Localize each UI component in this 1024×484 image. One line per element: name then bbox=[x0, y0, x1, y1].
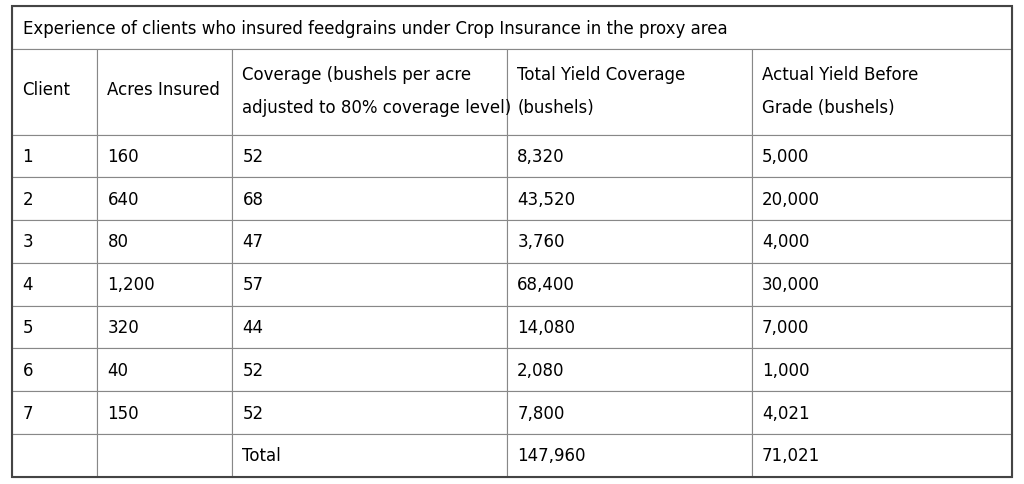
Bar bbox=[507, 348, 752, 392]
Text: 7,000: 7,000 bbox=[762, 318, 810, 336]
Bar bbox=[12, 306, 97, 348]
Text: 3,760: 3,760 bbox=[517, 233, 565, 251]
Text: 8,320: 8,320 bbox=[517, 148, 565, 166]
Bar bbox=[12, 136, 97, 178]
Bar bbox=[752, 306, 1012, 348]
Text: (bushels): (bushels) bbox=[517, 98, 594, 116]
Text: 4,021: 4,021 bbox=[762, 404, 810, 422]
Text: 52: 52 bbox=[243, 404, 263, 422]
Text: 6: 6 bbox=[23, 361, 33, 379]
Bar bbox=[97, 178, 232, 221]
Text: 30,000: 30,000 bbox=[762, 276, 820, 294]
Bar bbox=[752, 50, 1012, 136]
Text: 68,400: 68,400 bbox=[517, 276, 575, 294]
Bar bbox=[507, 263, 752, 306]
Text: 147,960: 147,960 bbox=[517, 446, 586, 464]
Text: 2,080: 2,080 bbox=[517, 361, 565, 379]
Text: Client: Client bbox=[23, 81, 71, 99]
Bar bbox=[97, 348, 232, 392]
Text: Actual Yield Before: Actual Yield Before bbox=[762, 65, 919, 84]
Text: 52: 52 bbox=[243, 361, 263, 379]
Text: Experience of clients who insured feedgrains under Crop Insurance in the proxy a: Experience of clients who insured feedgr… bbox=[23, 20, 727, 38]
Bar bbox=[507, 221, 752, 263]
Bar bbox=[12, 178, 97, 221]
Text: 4,000: 4,000 bbox=[762, 233, 810, 251]
Bar bbox=[232, 178, 507, 221]
Bar bbox=[232, 50, 507, 136]
Bar bbox=[507, 434, 752, 477]
Text: 640: 640 bbox=[108, 190, 139, 208]
Text: adjusted to 80% coverage level): adjusted to 80% coverage level) bbox=[243, 98, 512, 116]
Bar bbox=[12, 263, 97, 306]
Bar bbox=[507, 50, 752, 136]
Bar bbox=[752, 348, 1012, 392]
Text: 5: 5 bbox=[23, 318, 33, 336]
Bar bbox=[12, 50, 97, 136]
Bar bbox=[752, 221, 1012, 263]
Text: Acres Insured: Acres Insured bbox=[108, 81, 220, 99]
Text: Total Yield Coverage: Total Yield Coverage bbox=[517, 65, 685, 84]
Bar bbox=[12, 221, 97, 263]
Bar bbox=[97, 263, 232, 306]
Text: 1,000: 1,000 bbox=[762, 361, 810, 379]
Bar bbox=[507, 392, 752, 434]
Text: 2: 2 bbox=[23, 190, 33, 208]
Bar bbox=[232, 221, 507, 263]
Text: 43,520: 43,520 bbox=[517, 190, 575, 208]
Text: 320: 320 bbox=[108, 318, 139, 336]
Bar bbox=[752, 178, 1012, 221]
Text: 150: 150 bbox=[108, 404, 139, 422]
Bar bbox=[12, 392, 97, 434]
Bar bbox=[12, 434, 97, 477]
Bar bbox=[232, 434, 507, 477]
Text: 7: 7 bbox=[23, 404, 33, 422]
Text: 44: 44 bbox=[243, 318, 263, 336]
Text: 71,021: 71,021 bbox=[762, 446, 820, 464]
Bar bbox=[97, 392, 232, 434]
Bar bbox=[232, 136, 507, 178]
Text: 4: 4 bbox=[23, 276, 33, 294]
Bar bbox=[97, 50, 232, 136]
Text: 80: 80 bbox=[108, 233, 128, 251]
Text: 160: 160 bbox=[108, 148, 139, 166]
Bar bbox=[12, 7, 1012, 50]
Text: 47: 47 bbox=[243, 233, 263, 251]
Bar bbox=[752, 136, 1012, 178]
Bar bbox=[507, 136, 752, 178]
Text: 3: 3 bbox=[23, 233, 33, 251]
Text: Grade (bushels): Grade (bushels) bbox=[762, 98, 895, 116]
Text: 5,000: 5,000 bbox=[762, 148, 810, 166]
Bar bbox=[507, 306, 752, 348]
Bar bbox=[97, 221, 232, 263]
Bar bbox=[232, 306, 507, 348]
Bar bbox=[752, 392, 1012, 434]
Text: 57: 57 bbox=[243, 276, 263, 294]
Text: 1,200: 1,200 bbox=[108, 276, 155, 294]
Text: 14,080: 14,080 bbox=[517, 318, 575, 336]
Bar bbox=[232, 392, 507, 434]
Bar bbox=[12, 348, 97, 392]
Bar bbox=[232, 348, 507, 392]
Bar bbox=[97, 306, 232, 348]
Bar bbox=[232, 263, 507, 306]
Bar bbox=[752, 434, 1012, 477]
Bar bbox=[97, 136, 232, 178]
Bar bbox=[507, 178, 752, 221]
Text: 1: 1 bbox=[23, 148, 33, 166]
Text: Coverage (bushels per acre: Coverage (bushels per acre bbox=[243, 65, 471, 84]
Text: 20,000: 20,000 bbox=[762, 190, 820, 208]
Bar bbox=[97, 434, 232, 477]
Text: 68: 68 bbox=[243, 190, 263, 208]
Text: 52: 52 bbox=[243, 148, 263, 166]
Text: 7,800: 7,800 bbox=[517, 404, 564, 422]
Text: Total: Total bbox=[243, 446, 282, 464]
Text: 40: 40 bbox=[108, 361, 128, 379]
Bar bbox=[752, 263, 1012, 306]
